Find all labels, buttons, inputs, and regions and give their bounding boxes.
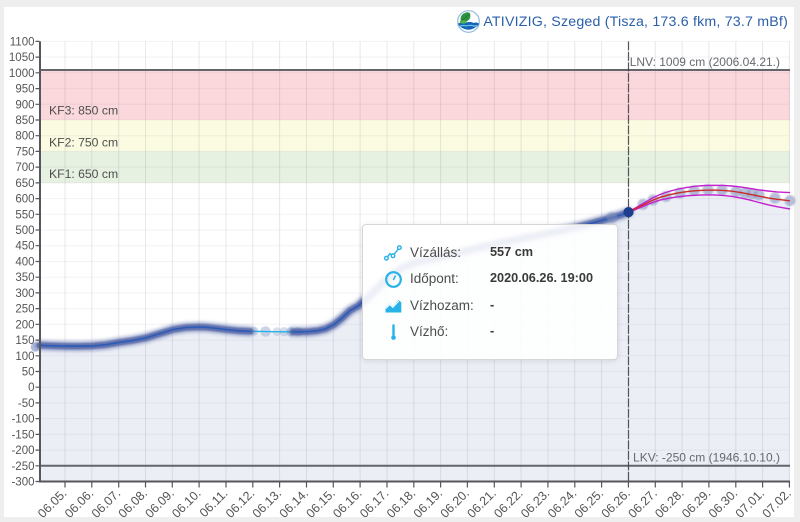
svg-text:06.11.: 06.11. xyxy=(197,486,231,520)
svg-text:06.28.: 06.28. xyxy=(652,486,686,520)
svg-text:200: 200 xyxy=(15,319,34,331)
svg-text:06.07.: 06.07. xyxy=(89,486,123,520)
svg-text:06.20.: 06.20. xyxy=(438,486,472,520)
svg-text:06.05.: 06.05. xyxy=(35,486,69,520)
svg-text:KF1: 650 cm: KF1: 650 cm xyxy=(49,167,118,181)
svg-text:600: 600 xyxy=(15,194,34,206)
svg-text:06.12.: 06.12. xyxy=(223,486,257,520)
svg-text:07.02.: 07.02. xyxy=(760,486,794,520)
svg-text:250: 250 xyxy=(15,304,34,316)
svg-text:06.10.: 06.10. xyxy=(169,486,203,520)
svg-text:-300: -300 xyxy=(11,477,34,489)
svg-text:06.16.: 06.16. xyxy=(330,486,364,520)
svg-text:06.25.: 06.25. xyxy=(572,486,606,520)
svg-text:06.23.: 06.23. xyxy=(518,486,552,520)
svg-text:350: 350 xyxy=(15,272,34,284)
svg-text:06.17.: 06.17. xyxy=(357,486,391,520)
svg-text:KF2: 750 cm: KF2: 750 cm xyxy=(49,136,118,150)
svg-text:06.22.: 06.22. xyxy=(491,486,525,520)
svg-text:06.15.: 06.15. xyxy=(303,486,337,520)
svg-text:06.24.: 06.24. xyxy=(545,486,579,520)
svg-text:-50: -50 xyxy=(18,398,35,410)
svg-text:1050: 1050 xyxy=(9,52,35,64)
svg-text:06.14.: 06.14. xyxy=(277,486,311,520)
svg-text:-250: -250 xyxy=(11,461,34,473)
svg-text:0: 0 xyxy=(28,382,34,394)
svg-text:900: 900 xyxy=(15,99,34,111)
svg-text:1100: 1100 xyxy=(10,36,35,48)
svg-text:06.13.: 06.13. xyxy=(250,486,284,520)
svg-text:LNV: 1009 cm (2006.04.21.): LNV: 1009 cm (2006.04.21.) xyxy=(630,55,780,69)
svg-text:06.08.: 06.08. xyxy=(116,486,150,520)
svg-text:06.06.: 06.06. xyxy=(62,486,96,520)
svg-text:550: 550 xyxy=(15,209,34,221)
svg-text:-200: -200 xyxy=(11,445,34,457)
svg-text:06.19.: 06.19. xyxy=(411,486,445,520)
svg-text:06.18.: 06.18. xyxy=(384,486,418,520)
svg-text:100: 100 xyxy=(15,351,34,363)
svg-text:KF3: 850 cm: KF3: 850 cm xyxy=(49,104,118,118)
svg-text:06.30.: 06.30. xyxy=(706,486,740,520)
svg-text:950: 950 xyxy=(15,84,34,96)
svg-text:06.21.: 06.21. xyxy=(464,486,498,520)
svg-text:150: 150 xyxy=(15,335,34,347)
svg-text:06.09.: 06.09. xyxy=(142,486,176,520)
svg-text:-150: -150 xyxy=(11,429,34,441)
svg-text:06.26.: 06.26. xyxy=(599,486,633,520)
svg-text:450: 450 xyxy=(15,241,34,253)
svg-text:1000: 1000 xyxy=(9,68,35,80)
svg-text:650: 650 xyxy=(15,178,34,190)
svg-text:700: 700 xyxy=(15,162,34,174)
svg-text:06.29.: 06.29. xyxy=(679,486,713,520)
svg-text:850: 850 xyxy=(15,115,34,127)
svg-text:07.01.: 07.01. xyxy=(733,486,767,520)
svg-text:750: 750 xyxy=(15,146,34,158)
svg-text:LKV: -250 cm (1946.10.10.): LKV: -250 cm (1946.10.10.) xyxy=(633,451,780,465)
svg-text:06.27.: 06.27. xyxy=(625,486,659,520)
svg-text:-100: -100 xyxy=(11,414,34,426)
svg-text:50: 50 xyxy=(22,367,35,379)
svg-text:500: 500 xyxy=(15,225,34,237)
svg-text:400: 400 xyxy=(15,257,34,269)
svg-text:800: 800 xyxy=(15,131,34,143)
svg-text:300: 300 xyxy=(15,288,34,300)
